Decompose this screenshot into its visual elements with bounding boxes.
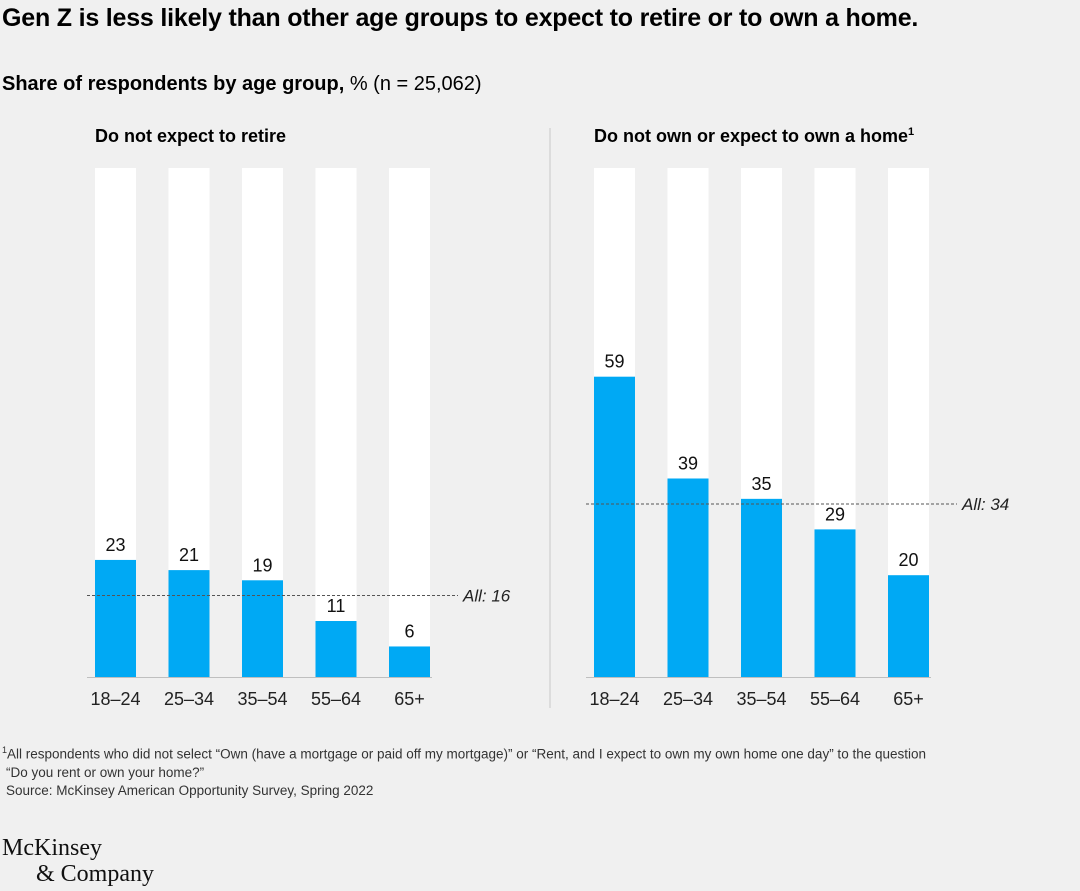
- data-label: 29: [825, 504, 845, 524]
- chart-subtitle: Share of respondents by age group, % (n …: [2, 73, 482, 96]
- panel-home: Do not own or expect to own a home1 59 18–…: [586, 126, 1009, 709]
- bar: [888, 575, 929, 677]
- panel-retire: Do not expect to retire 23 18–24 21 25–34 19 3…: [87, 126, 511, 709]
- bar: [594, 376, 635, 677]
- reference-label: All: 34: [961, 495, 1009, 514]
- tick-label: 55–64: [810, 689, 860, 709]
- bar: [389, 646, 430, 677]
- tick-label: 18–24: [589, 689, 639, 709]
- data-label: 19: [252, 555, 272, 575]
- tick-label: 55–64: [311, 689, 361, 709]
- footnote-line-2: “Do you rent or own your home?”: [6, 764, 205, 780]
- reference-label: All: 16: [462, 587, 511, 606]
- tick-label: 65+: [394, 689, 425, 709]
- bar: [168, 570, 210, 677]
- footnote: 1All respondents who did not select “Own…: [2, 741, 1072, 800]
- bar-track: [315, 168, 357, 677]
- bar: [315, 621, 357, 677]
- data-label: 11: [327, 596, 346, 616]
- bar-track: [389, 168, 430, 677]
- data-label: 6: [404, 621, 414, 641]
- data-label: 39: [678, 453, 698, 473]
- data-label: 21: [179, 545, 199, 565]
- subtitle-rest: % (n = 25,062): [344, 73, 482, 95]
- chart-title: Gen Z is less likely than other age grou…: [2, 4, 919, 32]
- data-label: 35: [751, 474, 771, 494]
- panel-title-sup: 1: [908, 126, 914, 138]
- tick-label: 35–54: [736, 689, 786, 709]
- tick-label: 25–34: [164, 689, 214, 709]
- bar: [667, 478, 709, 677]
- footnote-marker: 1: [2, 745, 8, 755]
- footnote-source: Source: McKinsey American Opportunity Su…: [6, 782, 374, 798]
- bar: [741, 498, 782, 677]
- panel-title: Do not expect to retire: [95, 126, 286, 146]
- mckinsey-logo: McKinsey & Company: [2, 835, 154, 887]
- panel-title: Do not own or expect to own a home1: [594, 126, 914, 146]
- data-label: 20: [898, 550, 918, 570]
- bar: [95, 559, 136, 677]
- tick-label: 25–34: [663, 689, 713, 709]
- tick-label: 65+: [893, 689, 924, 709]
- bar: [242, 580, 283, 677]
- data-label: 59: [604, 352, 624, 372]
- subtitle-bold: Share of respondents by age group,: [2, 73, 345, 95]
- data-label: 23: [105, 535, 125, 555]
- bar: [814, 529, 856, 677]
- footnote-line-1: 1All respondents who did not select “Own…: [2, 745, 927, 762]
- logo-line-2: & Company: [36, 861, 154, 887]
- tick-label: 35–54: [237, 689, 287, 709]
- logo-line-1: McKinsey: [2, 835, 102, 861]
- tick-label: 18–24: [90, 689, 140, 709]
- bar-charts: Do not expect to retire 23 18–24 21 25–34 19 3…: [87, 126, 1009, 709]
